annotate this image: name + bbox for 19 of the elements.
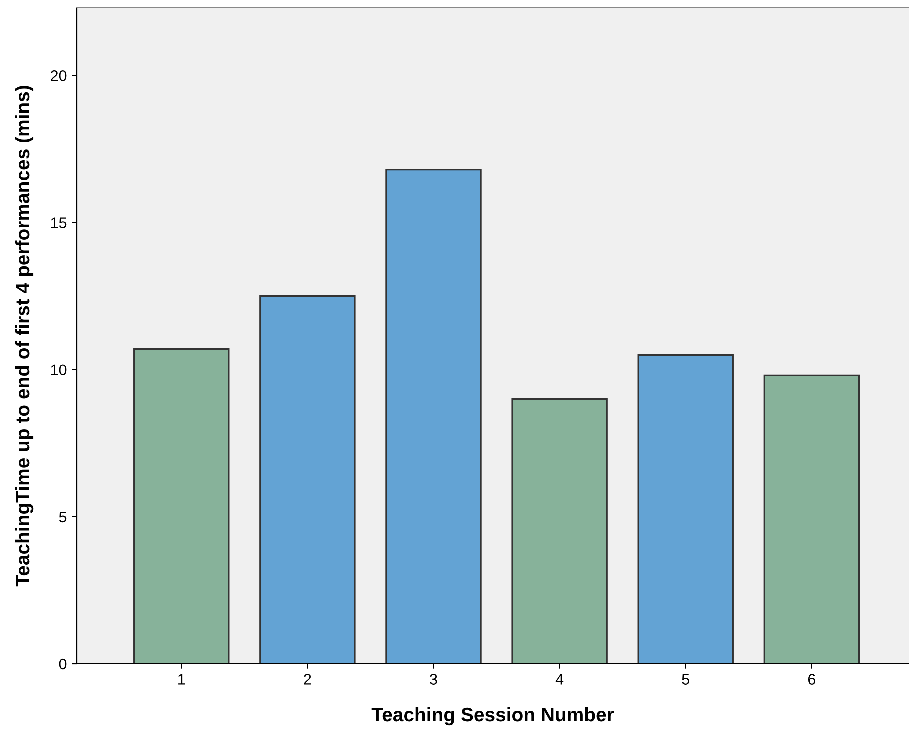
x-tick-label: 3 <box>430 674 438 685</box>
y-tick-label: 10 <box>51 364 67 376</box>
y-tick-label: 5 <box>59 512 67 523</box>
bar <box>512 398 608 664</box>
y-tick-label: 15 <box>51 218 67 228</box>
x-tick-label: 4 <box>556 674 564 685</box>
x-tick-label: 6 <box>808 674 816 685</box>
x-tick-label: 5 <box>682 674 690 685</box>
bar <box>638 354 734 664</box>
bar <box>134 348 230 664</box>
x-tick-label: 1 <box>178 674 186 685</box>
y-axis-title: TeachingTime up to end of first 4 performances (mins) <box>15 86 34 587</box>
bar <box>260 295 356 664</box>
x-axis-title: Teaching Session Number <box>372 707 614 726</box>
bar <box>764 374 860 664</box>
y-tick-label: 20 <box>51 70 67 82</box>
y-tick-label: 0 <box>59 658 67 670</box>
bar <box>386 168 482 664</box>
x-tick-label: 2 <box>304 674 312 685</box>
